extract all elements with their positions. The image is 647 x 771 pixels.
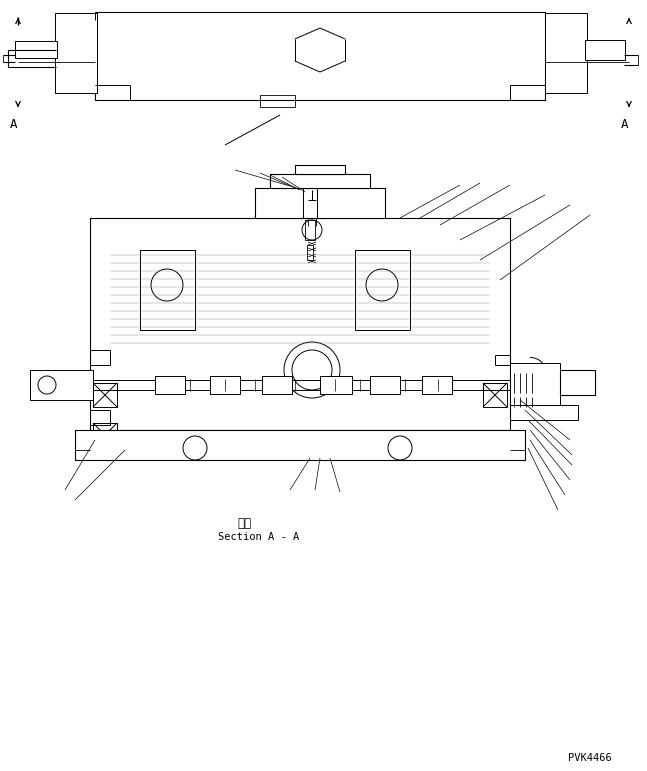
Text: PVK4466: PVK4466 bbox=[568, 753, 612, 763]
Bar bbox=[560, 370, 595, 395]
Bar bbox=[93, 383, 117, 407]
Bar bbox=[545, 13, 587, 93]
Bar bbox=[155, 376, 185, 394]
Bar bbox=[262, 376, 292, 394]
Text: Section A - A: Section A - A bbox=[218, 532, 300, 542]
Bar bbox=[305, 220, 315, 240]
Bar bbox=[320, 376, 352, 394]
Bar bbox=[93, 423, 117, 447]
Bar bbox=[355, 250, 410, 330]
Bar bbox=[260, 95, 295, 107]
Bar bbox=[585, 40, 625, 60]
Text: 断面: 断面 bbox=[237, 517, 251, 530]
Text: A: A bbox=[10, 119, 17, 132]
Bar bbox=[422, 376, 452, 394]
Bar bbox=[270, 174, 370, 188]
Bar bbox=[483, 383, 507, 407]
Bar bbox=[75, 430, 525, 460]
Bar bbox=[510, 405, 578, 420]
Bar bbox=[303, 188, 317, 218]
Bar bbox=[307, 245, 313, 260]
Bar bbox=[15, 41, 57, 58]
Bar bbox=[140, 250, 195, 330]
Bar bbox=[210, 376, 240, 394]
Bar bbox=[295, 165, 345, 174]
Bar bbox=[255, 188, 385, 218]
Bar bbox=[90, 218, 510, 430]
Bar bbox=[30, 370, 93, 400]
Text: A: A bbox=[621, 119, 628, 132]
Bar bbox=[95, 12, 545, 100]
Bar bbox=[55, 13, 97, 93]
Bar bbox=[510, 363, 560, 405]
Bar bbox=[370, 376, 400, 394]
